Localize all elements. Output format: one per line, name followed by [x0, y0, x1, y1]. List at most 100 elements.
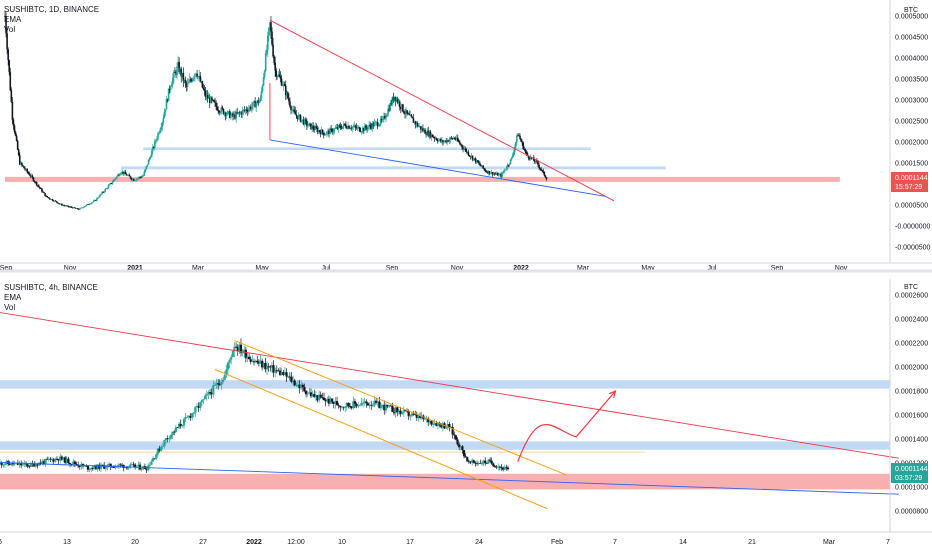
- daily-zone-1[interactable]: [143, 147, 591, 150]
- daily-x-tick-label: May: [641, 265, 655, 272]
- 4h-candle: [72, 459, 75, 467]
- daily-candle: [540, 167, 542, 172]
- 4h-time-axis[interactable]: 6 13 20 27 2022 12:00 10 17 24 Feb 7 14 21 Mar 7: [0, 539, 890, 546]
- 4h-candle: [340, 406, 344, 410]
- 4h-candle: [171, 431, 174, 440]
- daily-candle: [214, 97, 216, 107]
- daily-candle: [529, 154, 532, 161]
- daily-candle: [517, 133, 519, 137]
- 4h-x-tick-label: 13: [63, 539, 71, 546]
- daily-candle: [73, 207, 76, 209]
- 4h-candle: [415, 411, 418, 421]
- daily-candle: [102, 191, 104, 193]
- daily-candle: [88, 203, 91, 206]
- 4h-indicator-vol: Vol: [4, 303, 15, 312]
- 4h-zone-1[interactable]: [0, 441, 890, 450]
- 4h-candle: [238, 342, 241, 354]
- daily-zones: [5, 147, 840, 182]
- 4h-candle: [347, 402, 350, 409]
- daily-candle: [223, 111, 226, 117]
- daily-candle: [528, 156, 531, 161]
- 4h-price-axis[interactable]: 0.0002600 0.0002400 0.0002200 0.0002000 0.00…: [895, 293, 928, 516]
- 4h-projection-arrow[interactable]: [517, 389, 617, 463]
- daily-candle: [383, 112, 385, 123]
- daily-candle: [169, 84, 172, 93]
- 4h-trendline-0[interactable]: [0, 309, 899, 459]
- daily-candle: [316, 125, 319, 135]
- daily-candle: [161, 121, 164, 132]
- daily-candle: [231, 112, 233, 116]
- 4h-candle: [272, 360, 275, 378]
- daily-x-tick-label: 2021: [127, 265, 143, 272]
- daily-candle: [274, 56, 276, 77]
- daily-candle: [240, 110, 243, 118]
- 4h-candle: [249, 356, 252, 365]
- daily-candle: [67, 205, 70, 208]
- 4h-candle: [396, 406, 399, 417]
- daily-candle: [217, 106, 219, 115]
- 4h-trendlines[interactable]: [0, 309, 899, 510]
- 4h-trendline-3[interactable]: [214, 368, 548, 510]
- 4h-candle: [370, 400, 373, 410]
- daily-candle: [150, 148, 153, 158]
- daily-candle: [523, 146, 526, 151]
- 4h-candle: [189, 413, 192, 421]
- 4h-y-tick-label: 0.0002200: [895, 341, 928, 348]
- daily-candle: [452, 135, 455, 140]
- 4h-candle: [482, 459, 485, 467]
- daily-candle: [85, 204, 88, 207]
- 4h-candle: [55, 456, 59, 461]
- daily-candle: [142, 174, 145, 177]
- daily-candle: [251, 101, 253, 113]
- 4h-candle: [62, 457, 65, 463]
- daily-candle: [489, 173, 492, 175]
- daily-x-tick-label: Jul: [708, 265, 717, 272]
- 4h-candle: [339, 405, 342, 412]
- 4h-plot-area[interactable]: [0, 279, 890, 532]
- 4h-trendline-1[interactable]: [0, 462, 899, 495]
- daily-candle: [499, 172, 501, 176]
- daily-candle: [449, 136, 452, 144]
- 4h-candle: [187, 415, 190, 420]
- 4h-candle: [487, 458, 490, 465]
- daily-candle: [51, 198, 54, 202]
- 4h-zone-3[interactable]: [0, 451, 645, 453]
- daily-candle: [485, 170, 488, 173]
- daily-candle: [283, 81, 286, 87]
- daily-trendline-1[interactable]: [269, 139, 607, 198]
- 4h-candle: [46, 456, 49, 460]
- 4h-candle: [466, 456, 469, 462]
- 4h-candle: [52, 458, 55, 464]
- 4h-candle: [64, 455, 67, 466]
- daily-zone-0[interactable]: [5, 176, 840, 182]
- daily-trendline-0[interactable]: [269, 19, 615, 202]
- 4h-candle: [107, 461, 111, 467]
- daily-trendlines[interactable]: [269, 19, 615, 202]
- 4h-projection-path[interactable]: [517, 390, 616, 463]
- 4h-candle: [207, 390, 210, 400]
- daily-candle: [62, 204, 64, 207]
- daily-candle: [341, 126, 344, 130]
- 4h-candle: [208, 389, 212, 396]
- 4h-candle: [337, 403, 340, 409]
- 4h-zone-2[interactable]: [0, 473, 890, 490]
- daily-candle: [422, 124, 424, 133]
- daily-candle: [535, 159, 537, 165]
- 4h-x-tick-label: 17: [406, 539, 414, 546]
- daily-candle: [541, 169, 544, 173]
- daily-candle: [94, 199, 97, 201]
- daily-candle: [474, 156, 477, 165]
- daily-candle: [179, 66, 182, 75]
- 4h-candle: [28, 465, 31, 469]
- daily-plot-area[interactable]: [0, 0, 890, 263]
- daily-price-axis[interactable]: 0.0005000 0.0004500 0.0004000 0.0003500 0.00…: [895, 14, 931, 252]
- daily-candle: [230, 112, 232, 120]
- daily-candle: [195, 73, 197, 75]
- 4h-candle: [91, 465, 94, 471]
- daily-zone-2[interactable]: [121, 166, 666, 170]
- daily-candle: [399, 106, 402, 114]
- 4h-trendline-2[interactable]: [234, 340, 567, 476]
- daily-candle: [261, 84, 264, 94]
- daily-time-axis[interactable]: Sep Nov 2021 Mar May Jul Sep Nov 2022 Mar May Jul Se…: [0, 265, 848, 272]
- daily-candle: [244, 108, 247, 115]
